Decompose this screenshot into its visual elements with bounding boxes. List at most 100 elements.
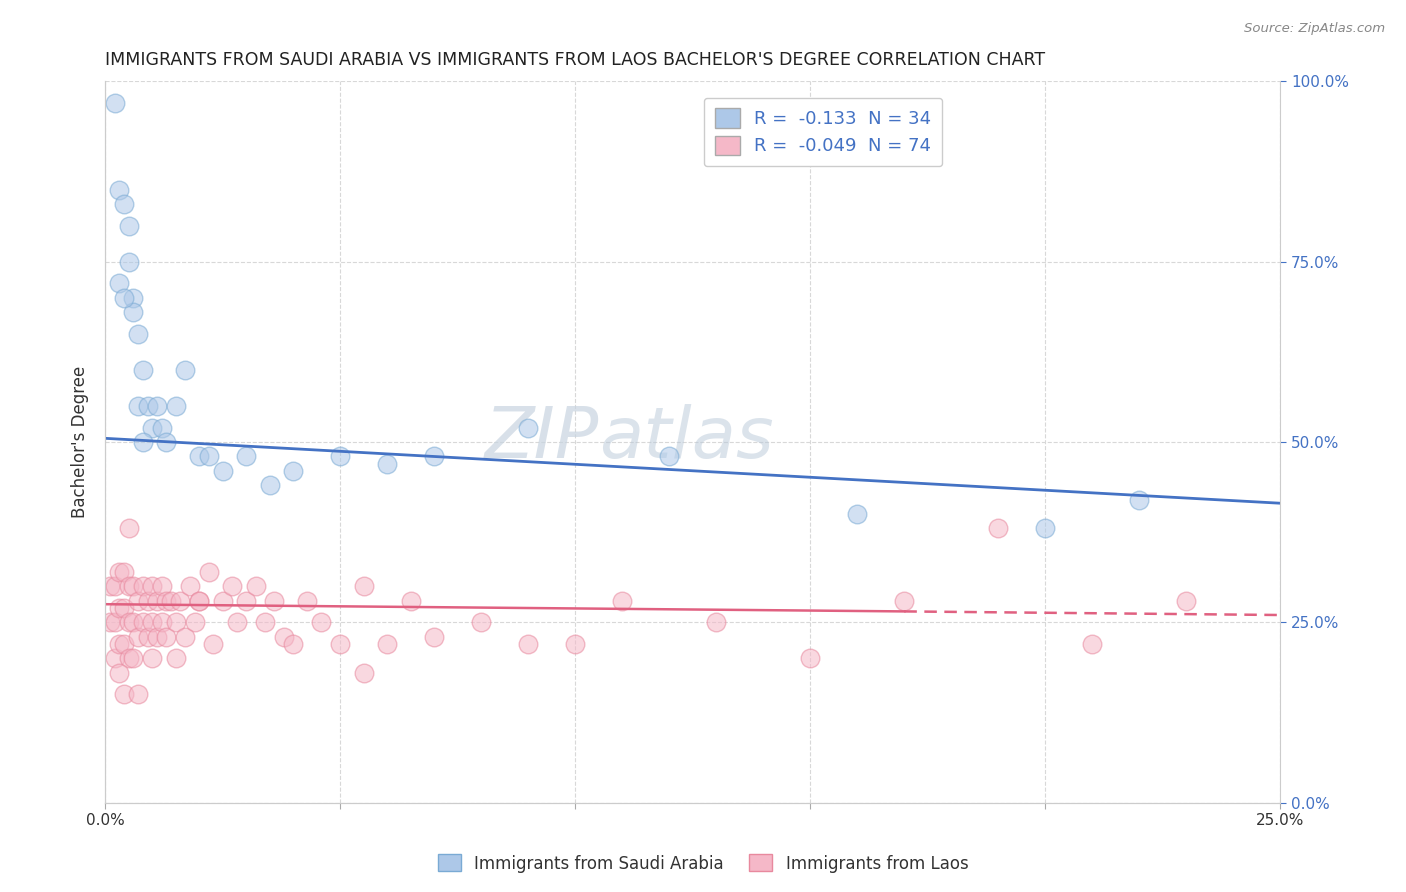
Point <box>273 630 295 644</box>
Point <box>104 651 127 665</box>
Point <box>112 687 135 701</box>
Point <box>353 665 375 680</box>
Point <box>211 593 233 607</box>
Point <box>118 651 141 665</box>
Point <box>104 95 127 110</box>
Point <box>132 615 155 630</box>
Point <box>893 593 915 607</box>
Legend: R =  -0.133  N = 34, R =  -0.049  N = 74: R = -0.133 N = 34, R = -0.049 N = 74 <box>704 97 942 166</box>
Point <box>165 615 187 630</box>
Point <box>104 615 127 630</box>
Point <box>127 593 149 607</box>
Point <box>122 651 145 665</box>
Point <box>127 687 149 701</box>
Point <box>188 450 211 464</box>
Point <box>136 399 159 413</box>
Point <box>108 277 131 291</box>
Point <box>150 579 173 593</box>
Point <box>211 464 233 478</box>
Point <box>235 593 257 607</box>
Point <box>399 593 422 607</box>
Point <box>132 579 155 593</box>
Point <box>174 363 197 377</box>
Point <box>375 457 398 471</box>
Point <box>1128 492 1150 507</box>
Point <box>150 615 173 630</box>
Point <box>118 521 141 535</box>
Point <box>283 464 305 478</box>
Legend: Immigrants from Saudi Arabia, Immigrants from Laos: Immigrants from Saudi Arabia, Immigrants… <box>432 847 974 880</box>
Point <box>564 637 586 651</box>
Point <box>235 450 257 464</box>
Point <box>108 600 131 615</box>
Text: ZIP: ZIP <box>485 404 599 473</box>
Point <box>146 593 169 607</box>
Point <box>329 637 352 651</box>
Point <box>127 630 149 644</box>
Point <box>517 637 540 651</box>
Point <box>165 651 187 665</box>
Point <box>375 637 398 651</box>
Point <box>283 637 305 651</box>
Point <box>127 399 149 413</box>
Point <box>122 291 145 305</box>
Point <box>146 630 169 644</box>
Point <box>112 291 135 305</box>
Point <box>517 420 540 434</box>
Point <box>141 615 163 630</box>
Point <box>183 615 205 630</box>
Point <box>202 637 225 651</box>
Point <box>1081 637 1104 651</box>
Point <box>155 630 177 644</box>
Point <box>146 399 169 413</box>
Point <box>108 182 131 196</box>
Point <box>297 593 319 607</box>
Point <box>259 478 281 492</box>
Point <box>987 521 1010 535</box>
Point <box>108 637 131 651</box>
Point <box>112 197 135 211</box>
Point <box>225 615 247 630</box>
Point <box>136 593 159 607</box>
Point <box>329 450 352 464</box>
Point <box>188 593 211 607</box>
Point <box>704 615 727 630</box>
Point <box>112 565 135 579</box>
Point <box>141 579 163 593</box>
Point <box>353 579 375 593</box>
Text: Source: ZipAtlas.com: Source: ZipAtlas.com <box>1244 22 1385 36</box>
Point <box>112 600 135 615</box>
Point <box>423 630 446 644</box>
Point <box>846 507 869 521</box>
Point <box>150 420 173 434</box>
Point <box>221 579 243 593</box>
Point <box>141 420 163 434</box>
Point <box>98 615 121 630</box>
Point <box>127 326 149 341</box>
Point <box>658 450 681 464</box>
Point <box>160 593 183 607</box>
Point <box>108 665 131 680</box>
Point <box>169 593 191 607</box>
Point <box>112 637 135 651</box>
Point <box>155 434 177 449</box>
Point <box>118 219 141 233</box>
Point <box>311 615 333 630</box>
Point <box>118 579 141 593</box>
Point <box>118 615 141 630</box>
Text: IMMIGRANTS FROM SAUDI ARABIA VS IMMIGRANTS FROM LAOS BACHELOR'S DEGREE CORRELATI: IMMIGRANTS FROM SAUDI ARABIA VS IMMIGRAN… <box>105 51 1045 69</box>
Point <box>423 450 446 464</box>
Point <box>188 593 211 607</box>
Point <box>122 615 145 630</box>
Point <box>174 630 197 644</box>
Point <box>118 254 141 268</box>
Point <box>165 399 187 413</box>
Point <box>108 565 131 579</box>
Point <box>1035 521 1057 535</box>
Point <box>141 651 163 665</box>
Point <box>136 630 159 644</box>
Point <box>612 593 634 607</box>
Point <box>98 579 121 593</box>
Point <box>470 615 492 630</box>
Point <box>245 579 267 593</box>
